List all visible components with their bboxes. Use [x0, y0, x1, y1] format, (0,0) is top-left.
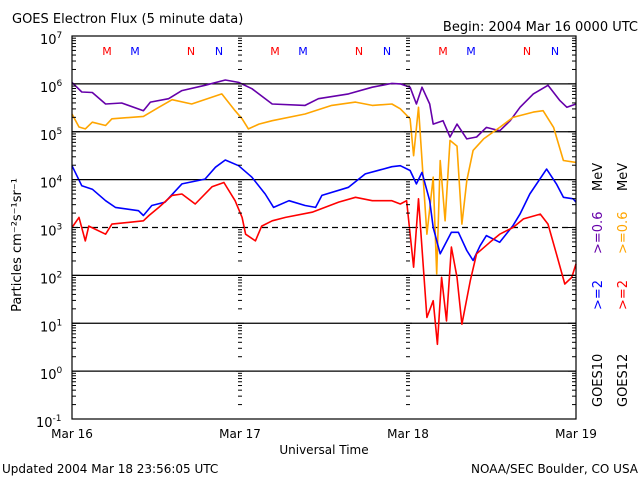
event-marker: N — [187, 45, 195, 58]
begin-label: Begin: 2004 Mar 16 0000 UTC — [443, 20, 638, 35]
series-line-goes12-0-6-mev — [71, 93, 577, 275]
x-tick-label: Mar 17 — [219, 427, 261, 441]
plot-frame — [71, 35, 577, 420]
legend-goes10-unit: MeV — [591, 163, 606, 191]
y-tick-label: 101 — [40, 318, 62, 335]
x-tick-label: Mar 18 — [387, 427, 429, 441]
y-tick-label: 10-1 — [36, 414, 62, 431]
y-tick-labels: 10-1 100 101 102 103 104 105 106 107 — [36, 31, 63, 431]
legend-goes12-sat: GOES12 — [616, 354, 631, 407]
updated-label: Updated 2004 Mar 18 23:56:05 UTC — [2, 462, 218, 476]
event-marker: M — [130, 45, 140, 58]
event-marker: N — [355, 45, 363, 58]
gridlines — [72, 83, 576, 372]
series-line-goes12-2-mev — [71, 181, 577, 346]
legend-goes10-sat: GOES10 — [591, 354, 606, 407]
y-tick-label: 100 — [40, 366, 63, 383]
y-tick-label: 105 — [40, 127, 62, 144]
series-lines — [71, 79, 577, 346]
x-tick-labels: Mar 16 Mar 17 Mar 18 Mar 19 — [51, 427, 597, 441]
legend-goes10-2mev: >=2 — [591, 280, 606, 310]
x-axis-label: Universal Time — [279, 443, 368, 457]
x-tick-label: Mar 16 — [51, 427, 93, 441]
y-tick-label: 103 — [40, 223, 62, 240]
legend-goes12-2mev: >=2 — [616, 280, 631, 310]
series-line-goes10-0-6-mev — [71, 79, 577, 140]
event-marker: M — [270, 45, 280, 58]
x-tick-label: Mar 19 — [555, 427, 597, 441]
y-tick-label: 104 — [40, 175, 63, 192]
event-marker: M — [466, 45, 476, 58]
event-marker: M — [298, 45, 308, 58]
event-marker: N — [215, 45, 223, 58]
event-marker: N — [383, 45, 391, 58]
legend-goes12-unit: MeV — [616, 163, 631, 191]
event-marker: N — [551, 45, 559, 58]
y-tick-label: 102 — [40, 270, 62, 287]
credit-label: NOAA/SEC Boulder, CO USA — [471, 462, 639, 476]
event-marker: M — [102, 45, 112, 58]
legend-goes10-06mev: >=0.6 — [591, 212, 606, 254]
plot-border — [71, 35, 577, 420]
series-line-goes10-2-mev — [71, 159, 577, 262]
y-axis-label: Particles cm⁻²s⁻¹sr⁻¹ — [10, 178, 25, 312]
y-tick-label: 107 — [40, 31, 62, 48]
y-tick-label: 106 — [40, 79, 63, 96]
event-marker: N — [523, 45, 531, 58]
legend-goes12-06mev: >=0.6 — [616, 212, 631, 254]
chart-title: GOES Electron Flux (5 minute data) — [12, 12, 243, 27]
event-marker: M — [438, 45, 448, 58]
